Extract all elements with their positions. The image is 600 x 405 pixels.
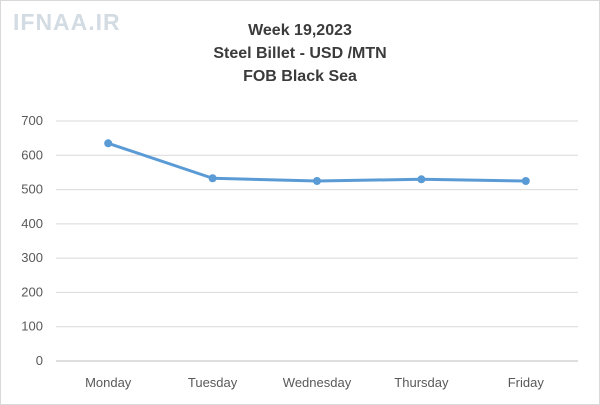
y-tick-label: 0 — [36, 353, 43, 368]
chart-subtitle-2: FOB Black Sea — [243, 68, 357, 85]
x-tick-label: Thursday — [394, 375, 449, 390]
y-tick-label: 200 — [21, 284, 43, 299]
chart-subtitle: Steel Billet - USD /MTN — [213, 45, 387, 62]
x-tick-label: Friday — [508, 375, 545, 390]
data-point — [104, 139, 113, 148]
y-tick-label: 100 — [21, 319, 43, 334]
data-point — [208, 174, 217, 183]
x-tick-label: Monday — [85, 375, 132, 390]
series-line — [106, 141, 528, 183]
chart-title: Week 19,2023 — [248, 22, 352, 39]
x-tick-label: Tuesday — [188, 375, 238, 390]
data-point — [521, 177, 530, 185]
y-tick-label: 700 — [21, 113, 43, 128]
data-point — [313, 177, 321, 185]
x-tick-label: Wednesday — [283, 375, 352, 390]
y-tick-label: 600 — [21, 147, 43, 162]
chart-title-block: Week 19,2023 Steel Billet - USD /MTN FOB… — [1, 19, 599, 88]
y-tick-label: 300 — [21, 250, 43, 265]
watermark-logo: IFNAA.IR — [13, 9, 121, 35]
y-tick-label: 500 — [21, 182, 43, 197]
y-tick-label: 400 — [21, 216, 43, 231]
data-point — [417, 175, 426, 184]
